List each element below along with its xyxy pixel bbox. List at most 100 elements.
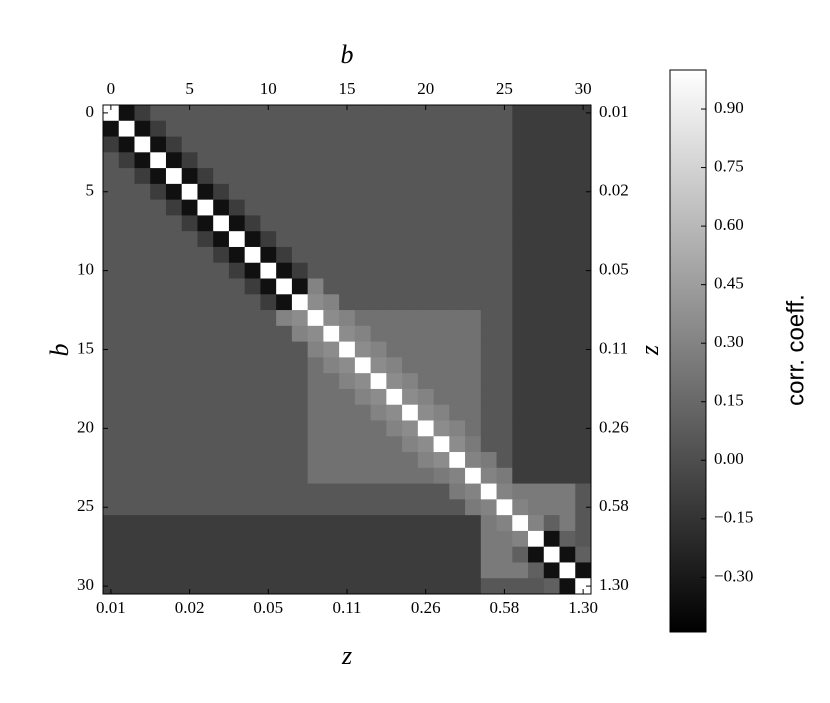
cell — [150, 168, 167, 185]
y-tick-label: 30 — [77, 575, 94, 594]
cell — [512, 341, 529, 358]
cell — [181, 262, 198, 279]
cell — [244, 357, 261, 374]
cell — [449, 310, 466, 327]
cell — [134, 183, 151, 201]
cell — [260, 262, 277, 279]
cell — [228, 357, 246, 374]
cell — [528, 136, 545, 153]
cell — [213, 357, 230, 374]
cell — [433, 262, 450, 279]
cell — [103, 483, 120, 500]
cell — [228, 310, 246, 327]
cell — [449, 231, 466, 248]
cell — [291, 310, 309, 327]
cell — [543, 483, 560, 500]
cell — [449, 404, 466, 421]
cell — [181, 357, 198, 374]
cell — [575, 467, 592, 484]
cell — [323, 562, 340, 579]
cell — [118, 452, 135, 469]
cell — [276, 578, 293, 595]
cell — [165, 325, 183, 343]
cell — [228, 436, 246, 453]
cell — [244, 105, 261, 122]
cell — [181, 515, 198, 532]
cell — [134, 199, 151, 216]
heatmap — [103, 105, 592, 595]
cell — [528, 420, 545, 437]
cell — [417, 310, 434, 327]
cell — [213, 278, 230, 295]
cell — [213, 578, 230, 595]
cell — [354, 404, 372, 421]
cell — [150, 231, 167, 248]
cell — [339, 325, 356, 343]
cell — [228, 231, 246, 248]
cell — [103, 404, 120, 421]
cell — [103, 578, 120, 595]
cell — [103, 499, 120, 516]
cell — [433, 452, 450, 469]
cell — [260, 483, 277, 500]
cell — [323, 499, 340, 516]
cell — [575, 341, 592, 358]
cell — [559, 436, 576, 453]
cell — [339, 278, 356, 295]
cell — [480, 325, 497, 343]
cell — [575, 136, 592, 153]
cell — [228, 246, 246, 264]
cell — [433, 310, 450, 327]
cell — [103, 168, 120, 185]
cell — [103, 357, 120, 374]
cell — [339, 246, 356, 264]
cell — [370, 404, 387, 421]
cell — [449, 420, 466, 437]
cell — [528, 325, 545, 343]
cell — [465, 294, 482, 311]
cell — [339, 168, 356, 185]
colorbar-tick-label: −0.30 — [714, 566, 753, 585]
cell — [276, 246, 293, 264]
cell — [103, 562, 120, 579]
cell — [181, 436, 198, 453]
cell — [512, 452, 529, 469]
cell — [213, 231, 230, 248]
cell — [103, 388, 120, 406]
cell — [165, 467, 183, 484]
cell — [165, 215, 183, 232]
cell — [213, 310, 230, 327]
cell — [543, 420, 560, 437]
cell — [480, 546, 497, 563]
cell — [260, 105, 277, 122]
cell — [150, 152, 167, 169]
cell — [228, 262, 246, 279]
cell — [496, 452, 513, 469]
cell — [480, 105, 497, 122]
cell — [244, 278, 261, 295]
cell — [543, 246, 560, 264]
cell — [496, 199, 513, 216]
cell — [496, 294, 513, 311]
cell — [496, 483, 513, 500]
cell — [291, 562, 309, 579]
cell — [244, 294, 261, 311]
cell — [543, 325, 560, 343]
cell — [323, 294, 340, 311]
x2-tick-label: 0.05 — [253, 598, 283, 617]
cell — [543, 388, 560, 406]
cell — [103, 120, 120, 137]
cell — [465, 562, 482, 579]
cell — [465, 152, 482, 169]
cell — [449, 262, 466, 279]
cell — [559, 357, 576, 374]
cell — [213, 246, 230, 264]
cell — [307, 467, 324, 484]
cell — [528, 467, 545, 484]
cell — [213, 562, 230, 579]
cell — [213, 483, 230, 500]
cell — [339, 231, 356, 248]
x-tick-label: 0 — [107, 79, 116, 98]
cell — [354, 341, 372, 358]
